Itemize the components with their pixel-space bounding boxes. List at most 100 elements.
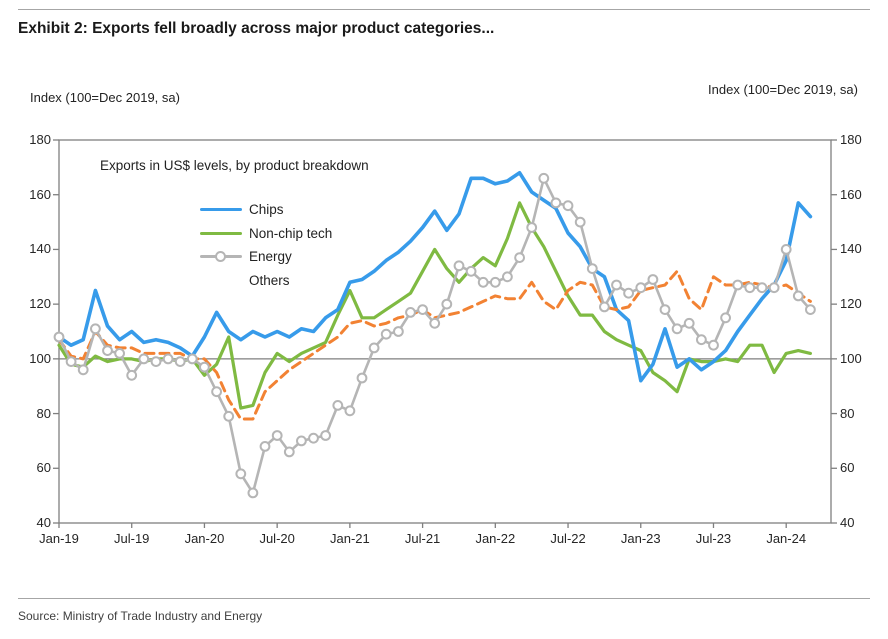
energy-data-marker bbox=[90, 323, 101, 335]
energy-data-marker bbox=[283, 446, 295, 458]
energy-data-marker bbox=[247, 487, 259, 499]
y-tick-label-left: 100 bbox=[29, 350, 51, 366]
energy-data-marker bbox=[671, 323, 683, 335]
y-tick-label-left: 60 bbox=[36, 460, 51, 476]
exhibit-title: Exhibit 2: Exports fell broadly across m… bbox=[18, 20, 495, 37]
x-tick-label: Jan-20 bbox=[184, 531, 225, 546]
energy-data-marker bbox=[162, 353, 174, 365]
energy-data-marker bbox=[126, 369, 138, 381]
y-axis-label-right: Index (100=Dec 2019, sa) bbox=[708, 82, 858, 97]
energy-data-marker bbox=[732, 279, 744, 291]
energy-data-marker bbox=[393, 326, 404, 337]
x-tick-label: Jul-20 bbox=[259, 531, 295, 546]
energy-data-marker bbox=[332, 400, 344, 411]
plot-canvas bbox=[53, 139, 837, 528]
energy-data-marker bbox=[586, 263, 598, 275]
energy-data-marker bbox=[599, 301, 610, 313]
legend-label-non-chip-tech: Non-chip tech bbox=[249, 225, 333, 241]
source-note: Source: Ministry of Trade Industry and E… bbox=[18, 609, 263, 623]
top-divider bbox=[18, 9, 870, 10]
energy-data-marker bbox=[720, 312, 731, 324]
y-tick-label-right: 100 bbox=[840, 350, 862, 366]
energy-data-marker bbox=[368, 342, 380, 354]
energy-data-marker bbox=[696, 334, 707, 346]
y-tick-label-left: 180 bbox=[29, 132, 51, 147]
y-axis-label-left: Index (100=Dec 2019, sa) bbox=[30, 90, 180, 105]
legend-label-energy: Energy bbox=[249, 249, 292, 265]
energy-data-marker bbox=[405, 307, 416, 318]
energy-data-marker bbox=[199, 361, 210, 373]
energy-data-marker bbox=[138, 353, 150, 365]
energy-data-marker bbox=[489, 276, 501, 288]
energy-data-marker bbox=[526, 222, 538, 233]
energy-data-marker bbox=[320, 430, 332, 441]
chart-subtitle: Exports in US$ levels, by product breakd… bbox=[100, 158, 369, 173]
series-line-energy bbox=[57, 177, 812, 495]
energy-data-marker bbox=[271, 430, 283, 441]
energy-data-marker bbox=[659, 304, 671, 316]
y-tick-label-right: 120 bbox=[840, 296, 862, 312]
series-line-others bbox=[57, 269, 812, 421]
energy-data-marker bbox=[441, 298, 453, 310]
energy-data-marker bbox=[174, 356, 186, 368]
x-tick-label: Jul-21 bbox=[404, 531, 441, 546]
y-tick-label-right: 40 bbox=[840, 515, 855, 530]
energy-data-marker bbox=[744, 282, 756, 294]
energy-data-marker bbox=[514, 252, 525, 264]
x-tick-label: Jan-19 bbox=[39, 531, 79, 546]
energy-data-marker bbox=[805, 304, 816, 316]
energy-data-marker bbox=[186, 353, 198, 365]
energy-data-marker bbox=[550, 197, 562, 209]
y-tick-label-right: 80 bbox=[840, 405, 855, 421]
y-tick-label-left: 120 bbox=[29, 296, 51, 312]
energy-data-marker bbox=[344, 405, 356, 417]
x-tick-label: Jan-22 bbox=[475, 531, 516, 546]
legend-item-energy: Energy bbox=[200, 245, 332, 269]
energy-data-marker bbox=[211, 386, 223, 398]
energy-data-marker bbox=[780, 244, 792, 255]
energy-data-marker bbox=[574, 216, 586, 228]
energy-data-marker bbox=[562, 200, 574, 212]
plot-frame bbox=[58, 139, 832, 524]
bottom-divider bbox=[18, 598, 870, 599]
energy-data-marker bbox=[502, 271, 513, 283]
energy-data-marker bbox=[223, 410, 235, 422]
y-tick-label-left: 80 bbox=[36, 405, 51, 421]
energy-data-marker bbox=[356, 372, 368, 384]
y-tick-label-right: 180 bbox=[840, 132, 862, 147]
x-tick-label: Jan-23 bbox=[620, 531, 661, 546]
energy-data-marker bbox=[296, 435, 307, 447]
energy-data-marker bbox=[708, 339, 719, 351]
energy-data-marker bbox=[53, 331, 65, 343]
energy-data-marker bbox=[623, 287, 634, 299]
legend-item-chips: Chips bbox=[200, 198, 332, 222]
energy-data-marker bbox=[647, 274, 659, 285]
chart-legend: Chips Non-chip tech Energy Others bbox=[200, 198, 332, 292]
energy-data-marker bbox=[792, 290, 804, 302]
energy-data-marker bbox=[150, 356, 162, 368]
legend-item-others: Others bbox=[200, 269, 332, 293]
y-tick-label-left: 40 bbox=[36, 515, 51, 530]
x-tick-label: Jul-22 bbox=[550, 531, 586, 546]
legend-label-others: Others bbox=[249, 272, 290, 288]
energy-data-marker bbox=[756, 282, 768, 294]
x-tick-label: Jul-23 bbox=[695, 531, 732, 546]
energy-data-marker bbox=[77, 364, 89, 376]
legend-item-non-chip-tech: Non-chip tech bbox=[200, 222, 332, 246]
energy-data-marker bbox=[417, 304, 429, 316]
energy-data-marker bbox=[102, 345, 113, 357]
energy-data-marker bbox=[611, 279, 622, 291]
y-tick-label-right: 60 bbox=[840, 460, 855, 476]
y-tick-label-left: 160 bbox=[29, 186, 51, 202]
x-tick-label: Jan-24 bbox=[766, 531, 807, 546]
exports-line-chart: Exports in US$ levels, by product breakd… bbox=[29, 132, 862, 547]
energy-data-marker bbox=[635, 282, 647, 294]
energy-data-marker bbox=[429, 317, 441, 329]
energy-data-marker bbox=[380, 328, 392, 340]
energy-data-marker bbox=[308, 432, 319, 444]
y-tick-label-right: 140 bbox=[840, 241, 862, 257]
series-line-chips bbox=[57, 171, 813, 383]
energy-data-marker bbox=[538, 172, 550, 184]
legend-label-chips: Chips bbox=[249, 202, 284, 218]
